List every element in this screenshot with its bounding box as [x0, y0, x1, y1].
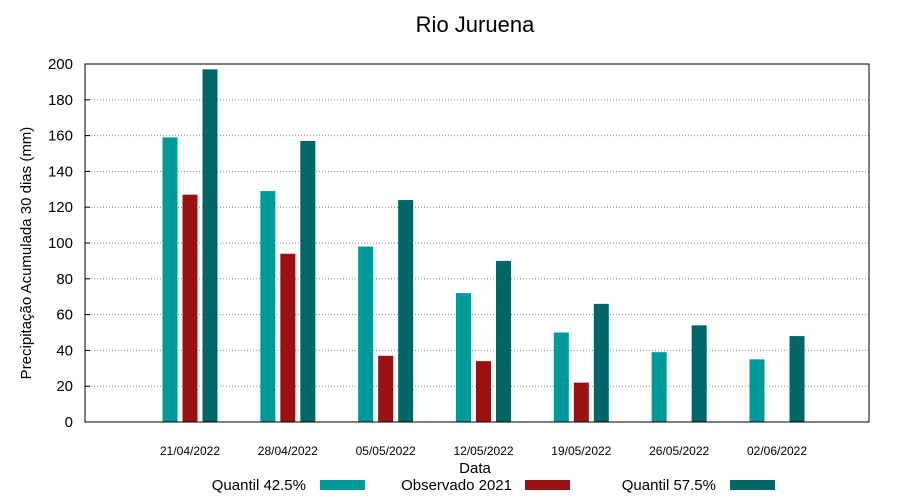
y-axis-label: Precipitação Acumulada 30 dias (mm) — [18, 127, 35, 380]
bar-quantil-57-5-1 — [300, 140, 316, 422]
x-tick-label: 21/04/2022 — [160, 444, 220, 458]
bar-quantil-42-5-6 — [749, 359, 765, 422]
bar-quantil-42-5-4 — [553, 332, 569, 422]
legend-item: Quantil 57.5% — [622, 477, 775, 494]
y-tick-label: 0 — [65, 414, 73, 431]
bar-observado-2021-2 — [378, 355, 394, 422]
bar-quantil-57-5-4 — [593, 303, 609, 422]
y-tick-label: 140 — [48, 163, 73, 180]
y-tick-label: 80 — [56, 271, 73, 288]
x-tick-label: 12/05/2022 — [453, 444, 513, 458]
x-tick-label: 26/05/2022 — [649, 444, 709, 458]
y-tick-label: 40 — [56, 342, 73, 359]
bar-observado-2021-0 — [182, 194, 198, 422]
legend: Quantil 42.5% Observado 2021 Quantil 57.5% — [212, 477, 775, 494]
bar-quantil-42-5-3 — [456, 293, 471, 422]
bars — [162, 69, 805, 423]
bar-quantil-42-5-2 — [358, 246, 374, 422]
y-tick-label: 180 — [48, 92, 73, 109]
x-tick-label: 19/05/2022 — [551, 444, 611, 458]
legend-swatch — [525, 480, 570, 490]
legend-swatch — [730, 480, 775, 490]
bar-quantil-42-5-1 — [260, 191, 276, 422]
bar-quantil-57-5-3 — [496, 260, 511, 422]
bar-observado-2021-1 — [280, 253, 296, 422]
y-tick-label: 200 — [48, 56, 73, 73]
bar-observado-2021-4 — [573, 382, 589, 422]
bar-quantil-57-5-6 — [789, 336, 805, 422]
legend-item: Observado 2021 — [401, 477, 570, 494]
legend-item: Quantil 42.5% — [212, 477, 365, 494]
bar-observado-2021-3 — [476, 361, 491, 422]
bar-quantil-42-5-5 — [651, 352, 667, 422]
legend-label: Quantil 42.5% — [212, 477, 306, 494]
x-ticks: 21/04/2022 28/04/2022 05/05/2022 12/05/2022… — [160, 444, 807, 458]
y-tick-label: 160 — [48, 128, 73, 145]
y-ticks: 0 20 40 60 80 100 120 140 160 180 200 — [48, 56, 90, 431]
y-tick-label: 120 — [48, 199, 73, 216]
y-tick-label: 100 — [48, 235, 73, 252]
legend-label: Observado 2021 — [401, 477, 512, 494]
y-tick-label: 60 — [56, 307, 73, 324]
y-tick-label: 20 — [56, 378, 73, 395]
x-tick-label: 28/04/2022 — [258, 444, 318, 458]
legend-swatch — [320, 480, 365, 490]
x-axis-label: Data — [459, 460, 491, 477]
bar-quantil-42-5-0 — [162, 137, 178, 422]
x-tick-label: 05/05/2022 — [356, 444, 416, 458]
legend-label: Quantil 57.5% — [622, 477, 716, 494]
chart-title: Rio Juruena — [416, 12, 535, 37]
bar-quantil-57-5-5 — [691, 325, 707, 422]
x-tick-label: 02/06/2022 — [747, 444, 807, 458]
bar-quantil-57-5-0 — [202, 69, 218, 423]
bar-quantil-57-5-2 — [398, 200, 414, 422]
